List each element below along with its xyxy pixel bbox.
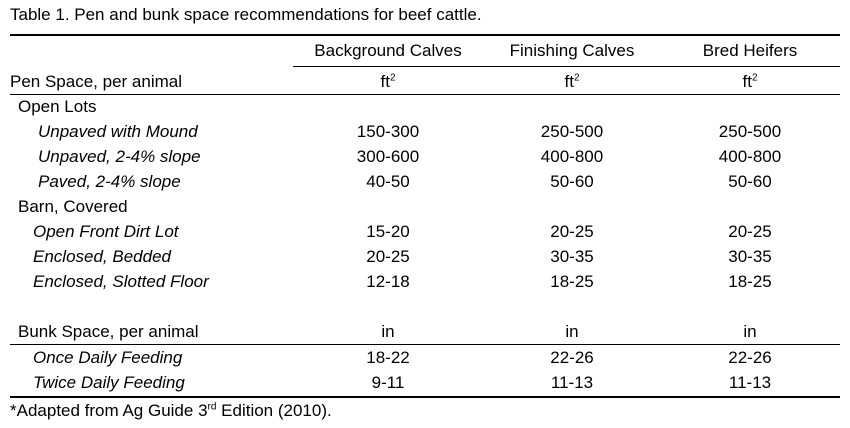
row-label: Paved, 2-4% slope	[38, 172, 181, 191]
row-label: Open Front Dirt Lot	[33, 222, 179, 241]
row-value: 40-50	[366, 172, 410, 191]
row-value: 30-35	[550, 247, 594, 266]
row-value: 400-800	[718, 147, 782, 166]
row-value: 18-22	[366, 348, 410, 367]
column-header-bred-heifers: Bred Heifers	[702, 41, 798, 60]
row-value: 12-18	[366, 272, 410, 291]
row-label: Unpaved, 2-4% slope	[38, 147, 201, 166]
row-value: 20-25	[366, 247, 410, 266]
row-value: 22-26	[728, 348, 772, 367]
row-label: Once Daily Feeding	[33, 348, 183, 367]
footnote: *Adapted from Ag Guide 3rd Edition (2010…	[10, 401, 332, 420]
row-value: 250-500	[540, 122, 604, 141]
column-header-rule	[293, 66, 840, 67]
row-label: Enclosed, Bedded	[33, 247, 171, 266]
row-value: 9-11	[371, 373, 405, 392]
row-value: 11-13	[550, 373, 594, 392]
row-value: 11-13	[728, 373, 772, 392]
group-title-barn-covered: Barn, Covered	[18, 197, 128, 216]
row-value: 50-60	[728, 172, 772, 191]
row-label: Enclosed, Slotted Floor	[33, 272, 209, 291]
row-label: Unpaved with Mound	[38, 122, 198, 141]
bunk-unit-background: in	[381, 322, 395, 341]
column-header-background-calves: Background Calves	[314, 41, 462, 60]
bunk-unit-heifers: in	[743, 322, 757, 341]
row-value: 15-20	[366, 222, 410, 241]
row-label: Twice Daily Feeding	[33, 373, 185, 392]
row-value: 400-800	[540, 147, 604, 166]
row-value: 22-26	[550, 348, 594, 367]
top-rule	[10, 34, 840, 36]
bunk-unit-finishing: in	[565, 322, 579, 341]
pen-unit-heifers: ft2	[742, 72, 758, 91]
group-title-open-lots: Open Lots	[18, 97, 97, 116]
column-header-finishing-calves: Finishing Calves	[509, 41, 635, 60]
pen-unit-background: ft2	[380, 72, 396, 91]
header-bottom-rule	[10, 94, 840, 95]
row-value: 20-25	[728, 222, 772, 241]
pen-space-label: Pen Space, per animal	[10, 72, 182, 91]
row-value: 20-25	[550, 222, 594, 241]
pen-unit-finishing: ft2	[564, 72, 580, 91]
row-value: 250-500	[718, 122, 782, 141]
bottom-rule	[10, 396, 840, 398]
row-value: 18-25	[550, 272, 594, 291]
row-value: 300-600	[356, 147, 420, 166]
bunk-space-label: Bunk Space, per animal	[18, 322, 199, 341]
row-value: 50-60	[550, 172, 594, 191]
row-value: 150-300	[356, 122, 420, 141]
bunk-header-rule	[10, 344, 840, 345]
table-caption: Table 1. Pen and bunk space recommendati…	[10, 5, 482, 24]
row-value: 30-35	[728, 247, 772, 266]
row-value: 18-25	[728, 272, 772, 291]
